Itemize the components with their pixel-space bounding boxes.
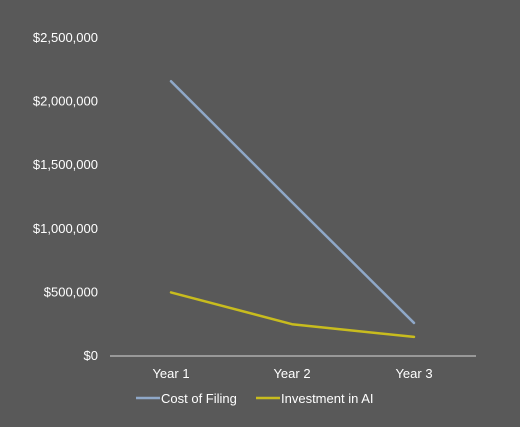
series-line-cost-of-filing (169, 79, 416, 325)
x-axis-tick-labels: Year 1 Year 2 Year 3 (152, 366, 432, 381)
y-tick-label: $2,500,000 (33, 30, 98, 45)
legend-label: Investment in AI (281, 391, 374, 406)
y-axis-tick-labels: $0 $500,000 $1,000,000 $1,500,000 $2,000,000… (33, 30, 98, 363)
legend-item: Investment in AI (256, 391, 374, 406)
legend-label: Cost of Filing (161, 391, 237, 406)
series-lines (169, 79, 416, 339)
x-tick-label: Year 3 (395, 366, 432, 381)
y-tick-label: $1,500,000 (33, 157, 98, 172)
x-tick-label: Year 1 (152, 366, 189, 381)
legend-item: Cost of Filing (136, 391, 237, 406)
y-tick-label: $1,000,000 (33, 221, 98, 236)
y-tick-label: $500,000 (44, 284, 98, 299)
x-tick-label: Year 2 (273, 366, 310, 381)
y-tick-label: $2,000,000 (33, 94, 98, 109)
legend: Cost of Filing Investment in AI (136, 391, 374, 406)
y-tick-label: $0 (84, 348, 98, 363)
series-line-investment-in-ai (169, 291, 416, 339)
